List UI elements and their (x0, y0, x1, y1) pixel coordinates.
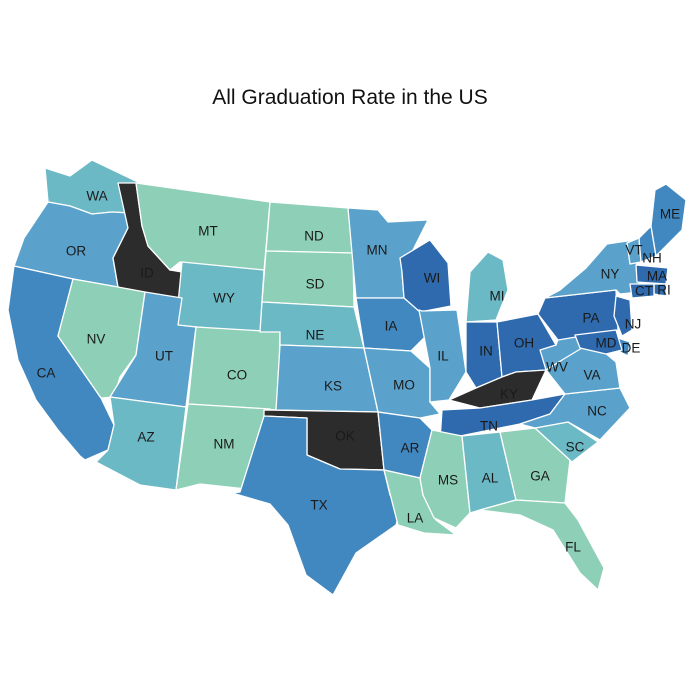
state-label-me: ME (660, 207, 680, 222)
state-label-tx: TX (310, 498, 327, 513)
state-label-nc: NC (587, 404, 607, 419)
state-label-mo: MO (393, 378, 415, 393)
state-label-wv: WV (546, 360, 568, 375)
state-ga (499, 427, 571, 504)
state-ut (109, 291, 197, 408)
state-label-la: LA (407, 511, 424, 526)
state-ct (629, 283, 655, 299)
state-label-ok: OK (335, 429, 355, 444)
state-label-ut: UT (155, 349, 173, 364)
state-label-fl: FL (565, 540, 581, 555)
state-label-co: CO (227, 368, 247, 383)
state-label-nh: NH (642, 251, 662, 266)
state-label-id: ID (140, 266, 154, 281)
state-label-or: OR (66, 244, 87, 259)
state-label-tn: TN (480, 419, 498, 434)
state-label-oh: OH (514, 336, 534, 351)
state-label-ks: KS (324, 379, 342, 394)
state-wi (399, 239, 452, 313)
state-label-de: DE (622, 341, 641, 356)
state-label-al: AL (482, 471, 499, 486)
state-label-mn: MN (367, 243, 388, 258)
state-label-wy: WY (213, 291, 235, 306)
state-label-az: AZ (137, 430, 154, 445)
state-label-ga: GA (530, 469, 550, 484)
state-me (650, 183, 687, 257)
state-label-ri: RI (657, 283, 671, 298)
state-label-ky: KY (500, 387, 518, 402)
state-label-ct: CT (635, 284, 653, 299)
state-label-in: IN (479, 344, 493, 359)
state-label-va: VA (583, 368, 600, 383)
state-label-wi: WI (424, 271, 441, 286)
state-label-nd: ND (304, 229, 324, 244)
state-label-sd: SD (306, 277, 325, 292)
state-labels: WA OR CA ID NV MT WY UT AZ CO NM ND SD NE KS OK TX MN IA MO… (37, 189, 681, 555)
state-nm (175, 403, 271, 492)
state-tx (231, 415, 401, 596)
state-label-sc: SC (566, 440, 585, 455)
state-label-ia: IA (385, 319, 398, 334)
state-label-mt: MT (198, 224, 218, 239)
state-label-ne: NE (306, 328, 325, 343)
state-nj (613, 295, 633, 337)
state-label-vt: VT (625, 243, 642, 258)
state-nd (265, 201, 354, 254)
state-mi (465, 251, 509, 323)
state-ms (419, 429, 471, 529)
state-il (418, 309, 467, 403)
state-md (574, 329, 623, 355)
state-label-nj: NJ (625, 317, 642, 332)
state-label-ma: MA (647, 269, 667, 284)
state-nc (519, 387, 631, 441)
state-label-wa: WA (86, 189, 107, 204)
state-label-pa: PA (582, 311, 599, 326)
state-shapes (7, 159, 687, 596)
state-label-mi: MI (490, 289, 505, 304)
map-title: All Graduation Rate in the US (212, 86, 488, 109)
state-label-nv: NV (87, 332, 106, 347)
state-label-il: IL (437, 349, 449, 364)
state-label-ca: CA (37, 366, 56, 381)
state-label-ny: NY (601, 267, 620, 282)
state-fl (479, 499, 605, 591)
state-label-md: MD (596, 336, 617, 351)
state-az (95, 396, 187, 491)
state-label-ar: AR (401, 441, 420, 456)
state-nv (57, 278, 146, 399)
state-label-nm: NM (214, 437, 235, 452)
state-label-ms: MS (438, 473, 458, 488)
